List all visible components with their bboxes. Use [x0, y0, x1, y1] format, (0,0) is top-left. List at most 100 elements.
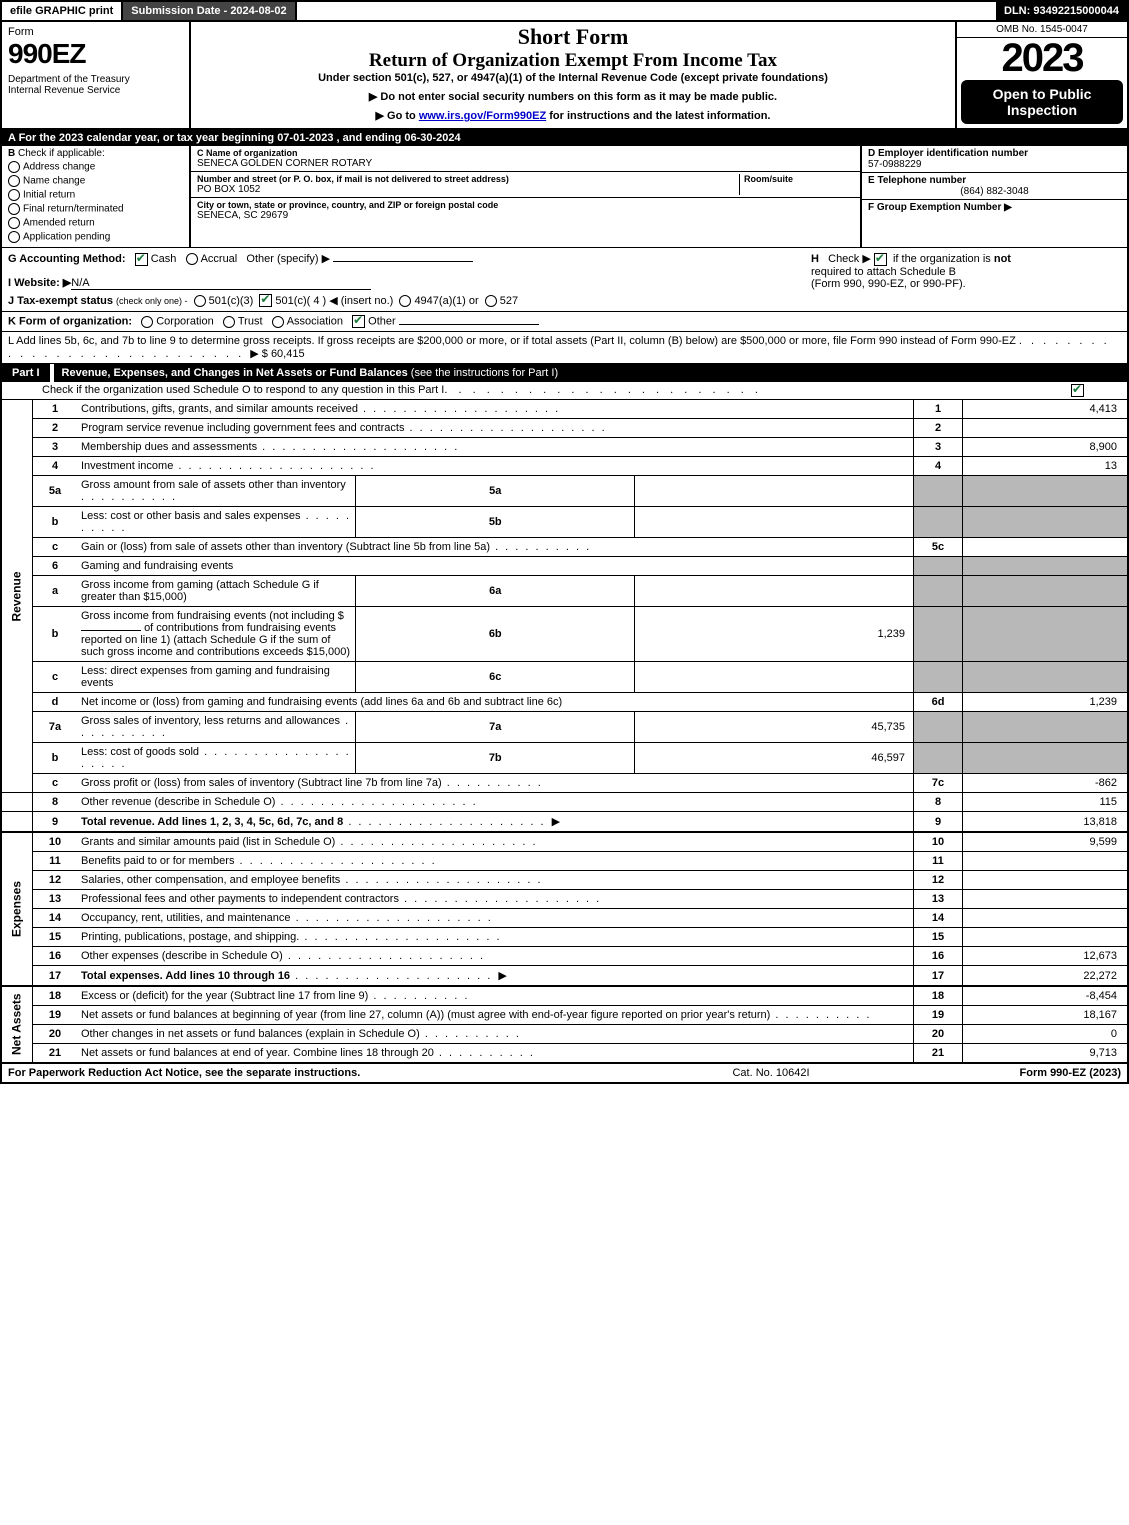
- ghij-block: G Accounting Method: Cash Accrual Other …: [0, 248, 1129, 312]
- line-desc: Gain or (loss) from sale of assets other…: [77, 538, 914, 557]
- check-name-change: Name change: [8, 175, 183, 187]
- radio-assoc[interactable]: [272, 316, 284, 328]
- part-i-label: Part I: [2, 364, 54, 382]
- ghij-left: G Accounting Method: Cash Accrual Other …: [8, 252, 803, 307]
- radio-icon[interactable]: [8, 231, 20, 243]
- checkbox-other[interactable]: [352, 315, 365, 328]
- j-501c3-label: 501(c)(3): [209, 295, 254, 307]
- right-val: 13: [963, 457, 1129, 476]
- footer-mid: Cat. No. 10642I: [621, 1067, 921, 1079]
- checkbox-h[interactable]: [874, 253, 887, 266]
- j-4947-label: 4947(a)(1) or: [414, 295, 478, 307]
- right-val: -8,454: [963, 986, 1129, 1006]
- right-val-grey: [963, 576, 1129, 607]
- form-word: Form: [8, 26, 183, 38]
- desc-text: Gross amount from sale of assets other t…: [81, 479, 346, 491]
- k-other-field[interactable]: [399, 324, 539, 325]
- radio-icon[interactable]: [8, 175, 20, 187]
- radio-icon[interactable]: [8, 203, 20, 215]
- sub-num: 6a: [356, 576, 635, 607]
- row-11: 11 Benefits paid to or for members 11: [1, 852, 1128, 871]
- line-num: 10: [33, 832, 78, 852]
- city-state-zip: SENECA, SC 29679: [197, 210, 854, 221]
- form-number: 990EZ: [8, 38, 183, 70]
- open-public-badge: Open to Public Inspection: [961, 80, 1123, 124]
- right-num: 13: [914, 890, 963, 909]
- radio-icon[interactable]: [8, 189, 20, 201]
- row-5a: 5a Gross amount from sale of assets othe…: [1, 476, 1128, 507]
- row-2: 2 Program service revenue including gove…: [1, 419, 1128, 438]
- bullet-line-2: ▶ Go to www.irs.gov/Form990EZ for instru…: [201, 109, 945, 122]
- row-13: 13 Professional fees and other payments …: [1, 890, 1128, 909]
- right-num: 3: [914, 438, 963, 457]
- right-num: 17: [914, 966, 963, 987]
- row-10: Expenses 10 Grants and similar amounts p…: [1, 832, 1128, 852]
- dept-line-2: Internal Revenue Service: [8, 85, 183, 96]
- org-name: SENECA GOLDEN CORNER ROTARY: [197, 158, 854, 169]
- row-6a: a Gross income from gaming (attach Sched…: [1, 576, 1128, 607]
- part-i-title-text: Revenue, Expenses, and Changes in Net As…: [62, 367, 408, 379]
- row-19: 19 Net assets or fund balances at beginn…: [1, 1006, 1128, 1025]
- footer-right-pre: Form: [1020, 1067, 1051, 1079]
- radio-trust[interactable]: [223, 316, 235, 328]
- column-b: B Check if applicable: Address change Na…: [2, 146, 191, 247]
- right-val-grey: [963, 607, 1129, 662]
- check-label: Final return/terminated: [23, 204, 124, 215]
- line-num: 15: [33, 928, 78, 947]
- line-num: c: [33, 538, 78, 557]
- right-num: 7c: [914, 774, 963, 793]
- right-val: 13,818: [963, 812, 1129, 833]
- right-num: 1: [914, 400, 963, 419]
- check-initial-return: Initial return: [8, 189, 183, 201]
- line-desc: Less: cost or other basis and sales expe…: [77, 507, 356, 538]
- line-h: H Check ▶ if the organization is not req…: [803, 252, 1121, 307]
- right-num: 2: [914, 419, 963, 438]
- desc-text: Total expenses. Add lines 10 through 16: [81, 970, 290, 982]
- line-num: 20: [33, 1025, 78, 1044]
- line-desc: Gross amount from sale of assets other t…: [77, 476, 356, 507]
- info-block: B Check if applicable: Address change Na…: [0, 146, 1129, 248]
- row-17: 17 Total expenses. Add lines 10 through …: [1, 966, 1128, 987]
- check-label: Address change: [23, 162, 95, 173]
- row-6d: d Net income or (loss) from gaming and f…: [1, 693, 1128, 712]
- desc-text: Other revenue (describe in Schedule O): [81, 796, 275, 808]
- right-num-grey: [914, 743, 963, 774]
- irs-link[interactable]: www.irs.gov/Form990EZ: [419, 110, 546, 122]
- radio-4947[interactable]: [399, 295, 411, 307]
- h-text4: (Form 990, 990-EZ, or 990-PF).: [811, 278, 966, 290]
- line-num: 17: [33, 966, 78, 987]
- desc-text: Program service revenue including govern…: [81, 422, 404, 434]
- schedule-o-line: Check if the organization used Schedule …: [0, 382, 1129, 400]
- radio-icon[interactable]: [8, 217, 20, 229]
- checkbox-501c[interactable]: [259, 294, 272, 307]
- sub-val: 46,597: [635, 743, 914, 774]
- radio-501c3[interactable]: [194, 295, 206, 307]
- line-num: b: [33, 607, 78, 662]
- row-15: 15 Printing, publications, postage, and …: [1, 928, 1128, 947]
- short-form-title: Short Form: [201, 24, 945, 50]
- right-num: 21: [914, 1044, 963, 1064]
- line-k: K Form of organization: Corporation Trus…: [0, 312, 1129, 332]
- column-c: C Name of organization SENECA GOLDEN COR…: [191, 146, 862, 247]
- right-num: 16: [914, 947, 963, 966]
- right-val: [963, 928, 1129, 947]
- footer: For Paperwork Reduction Act Notice, see …: [0, 1064, 1129, 1084]
- sub-num: 7a: [356, 712, 635, 743]
- checkbox-cash[interactable]: [135, 253, 148, 266]
- part-i-title-sub: (see the instructions for Part I): [411, 367, 558, 379]
- g-other-field[interactable]: [333, 261, 473, 262]
- line-desc: Gross income from gaming (attach Schedul…: [77, 576, 356, 607]
- line-num: 13: [33, 890, 78, 909]
- right-num: 14: [914, 909, 963, 928]
- row-21: 21 Net assets or fund balances at end of…: [1, 1044, 1128, 1064]
- radio-corp[interactable]: [141, 316, 153, 328]
- h-text3: required to attach Schedule B: [811, 266, 956, 278]
- checkbox-schedule-o[interactable]: [1071, 384, 1084, 397]
- line-num: 4: [33, 457, 78, 476]
- radio-icon[interactable]: [8, 161, 20, 173]
- radio-accrual[interactable]: [186, 253, 198, 265]
- line-desc: Benefits paid to or for members: [77, 852, 914, 871]
- radio-527[interactable]: [485, 295, 497, 307]
- right-val: 9,713: [963, 1044, 1129, 1064]
- right-val-grey: [963, 712, 1129, 743]
